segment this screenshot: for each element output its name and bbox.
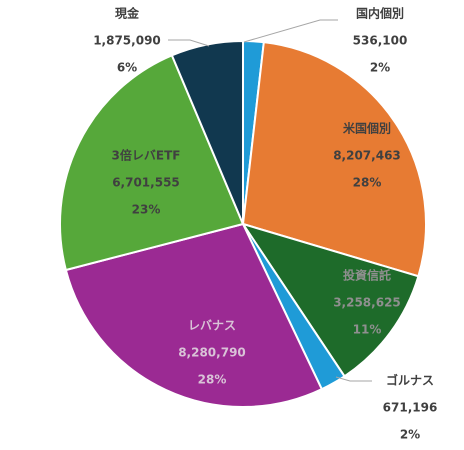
pie-slices [59,39,427,408]
pie-slice-2 [240,222,420,378]
slice-percent-label-2: 11% [353,323,382,337]
pie-slice-4 [64,222,324,408]
slice-name-label-5: 3倍レバETF [112,148,181,163]
slice-value-label-2: 3,258,625 [333,296,401,310]
leader-line-6 [168,39,210,47]
pie-slice-6 [170,39,244,225]
slice-name-label-1: 米国個別 [343,121,391,136]
slice-value-label-5: 6,701,555 [112,176,180,190]
slice-percent-label-6: 6% [117,61,137,75]
slice-name-label-6: 現金 [115,6,140,21]
slice-name-label-0: 国内個別 [356,6,404,21]
slice-percent-label-0: 2% [370,61,390,75]
slice-value-label-3: 671,196 [383,401,438,415]
slice-value-label-4: 8,280,790 [178,346,246,360]
slice-percent-label-1: 28% [353,176,382,190]
slice-value-label-0: 536,100 [353,34,408,48]
slice-percent-label-5: 23% [132,203,161,217]
pie-slice-1 [241,41,427,278]
slice-name-label-2: 投資信託 [343,268,391,283]
leader-line-3 [335,376,372,382]
slice-name-label-4: レバナス [188,319,236,333]
slice-value-label-6: 1,875,090 [93,34,161,48]
slice-value-label-1: 8,207,463 [333,149,401,163]
pie-slice-5 [59,54,245,272]
slice-labels: 国内個別 536,100 2% 米国個別 8,207,463 28% 投資信託 3,258,6… [93,6,437,442]
slice-name-label-3: ゴルナス [386,373,434,388]
slice-percent-label-3: 2% [400,428,420,442]
slice-percent-label-4: 28% [198,373,227,387]
leader-lines [168,19,372,382]
leader-line-0 [243,19,338,43]
